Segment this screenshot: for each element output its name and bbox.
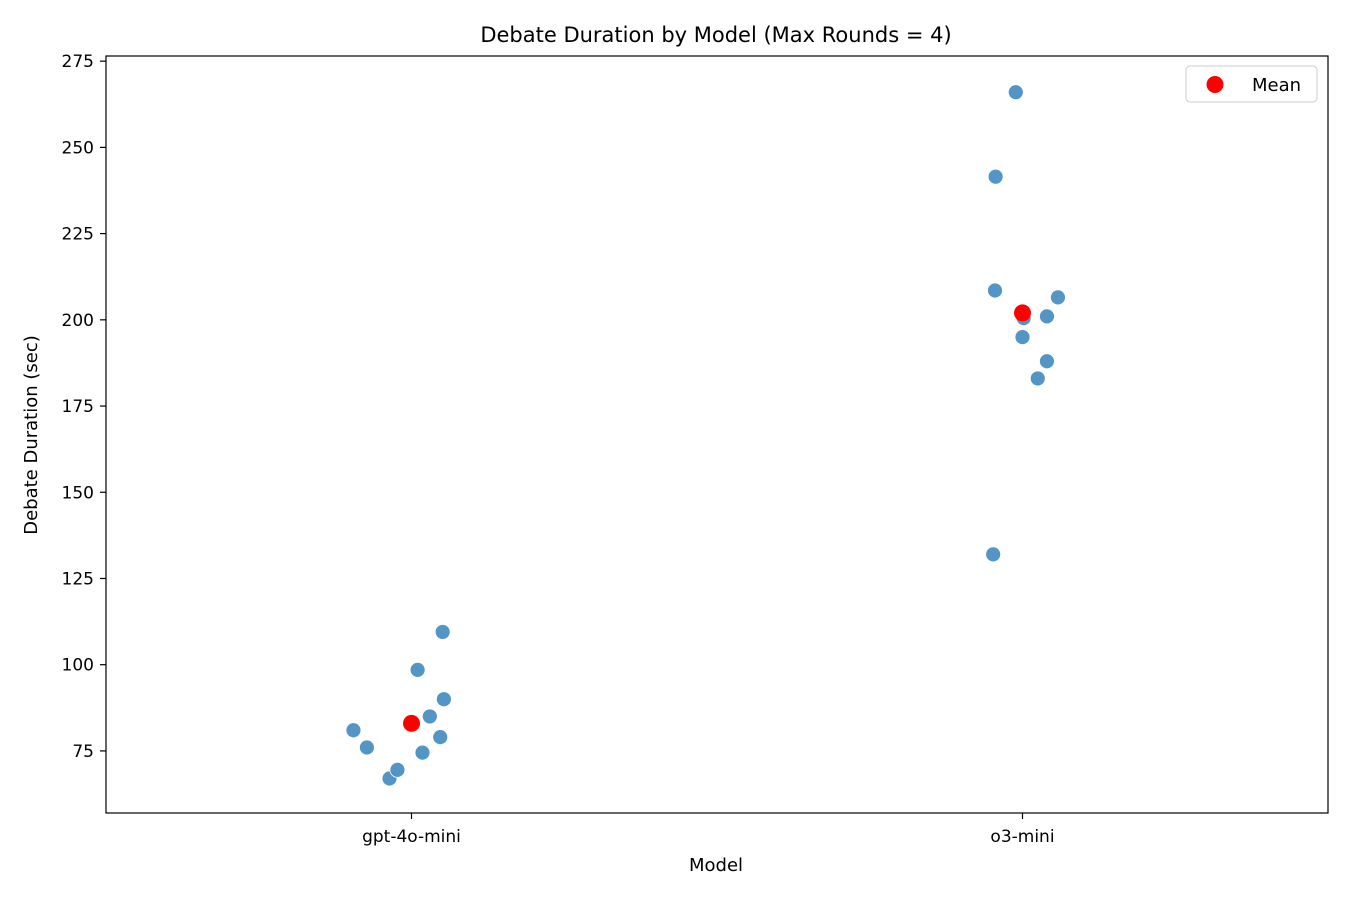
legend-mean-marker xyxy=(1206,76,1224,93)
plot-background xyxy=(106,56,1328,813)
y-tick-label: 100 xyxy=(62,656,94,676)
data-point xyxy=(1007,84,1024,101)
mean-points xyxy=(403,304,1031,732)
data-point xyxy=(985,546,1002,563)
data-point xyxy=(1050,289,1066,306)
data-point xyxy=(414,744,431,761)
mean-point xyxy=(403,714,420,732)
data-point xyxy=(1039,353,1055,370)
y-tick-label: 175 xyxy=(62,397,94,417)
data-point xyxy=(421,708,438,725)
chart-title: Debate Duration by Model (Max Rounds = 4… xyxy=(480,23,951,47)
y-tick-label: 225 xyxy=(62,225,94,245)
data-point xyxy=(358,739,375,756)
data-point xyxy=(987,168,1004,185)
data-point xyxy=(432,729,449,746)
legend-mean-label: Mean xyxy=(1252,75,1301,96)
y-tick-label: 275 xyxy=(62,52,94,72)
mean-point xyxy=(1014,304,1031,322)
data-point xyxy=(1039,308,1055,325)
data-point xyxy=(1014,329,1031,345)
y-tick-label: 75 xyxy=(72,742,94,762)
data-point xyxy=(434,624,451,640)
x-axis: gpt-4o-mini o3-mini xyxy=(362,813,1055,847)
data-point xyxy=(987,282,1003,299)
data-point xyxy=(389,761,406,778)
y-tick-label: 125 xyxy=(62,569,94,589)
data-point xyxy=(435,691,452,708)
legend: Mean xyxy=(1185,65,1318,103)
data-point xyxy=(345,722,362,739)
plot-frame xyxy=(105,55,1329,814)
plot-area: 75 100 125 150 175 200 225 250 275 gpt-4o-mini o3… xyxy=(62,52,1329,847)
data-points xyxy=(345,84,1066,787)
y-axis: 75 100 125 150 175 200 225 250 275 xyxy=(62,52,106,762)
y-axis-title: Debate Duration (sec) xyxy=(21,335,42,535)
y-tick-label: 200 xyxy=(62,311,94,331)
x-tick-label: gpt-4o-mini xyxy=(362,827,461,847)
legend-box xyxy=(1185,65,1318,103)
x-axis-title: Model xyxy=(689,855,743,876)
x-tick-label: o3-mini xyxy=(990,827,1054,847)
data-point xyxy=(1029,370,1046,387)
data-point xyxy=(409,661,426,678)
y-tick-label: 250 xyxy=(62,138,94,158)
y-tick-label: 150 xyxy=(62,483,94,503)
